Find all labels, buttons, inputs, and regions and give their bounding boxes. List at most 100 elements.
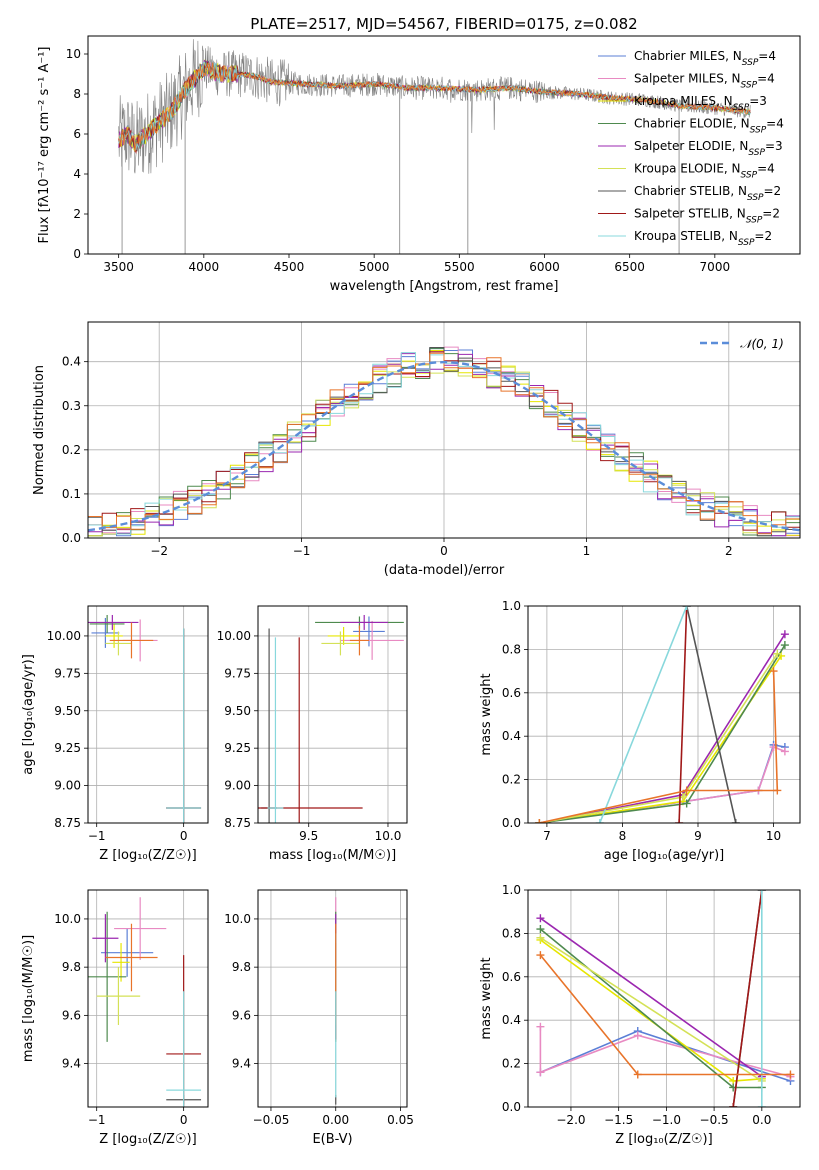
legend-entry: Salpeter STELIB, NSSP=2 [634,207,780,226]
y-tick-label: 10.00 [47,629,81,643]
weight-line-chabrier-miles [540,1030,791,1082]
x-axis-label: mass [log₁₀(M/M☉)] [269,848,396,863]
x-tick-label: −2 [150,544,168,558]
weight-line-kroupa-elodie [539,653,778,823]
axes-mass_vs_EBV: −0.05 0.00 0.05 9.4 9.6 9.8 10.0 E(B-V) [224,889,414,1147]
x-tick-label: 9 [694,829,702,843]
x-axis-label: wavelength [Angstrom, rest frame] [330,279,559,294]
y-tick-label: 10.0 [224,912,251,926]
y-tick-label: 4 [73,167,81,181]
legend-entry: Kroupa MILES, NSSP=3 [634,94,767,113]
hist-salpeter-stelib [88,351,800,531]
weight-marker-kroupa-stelib [595,819,604,823]
y-tick-label: 0.0 [502,816,521,830]
hist-orange [88,352,800,537]
y-tick-label: 0.8 [502,926,521,940]
x-tick-label: 5000 [359,260,390,274]
weight-marker-salpeter-elodie [536,914,545,923]
x-tick-label: −0.05 [253,1113,290,1127]
weight-marker-kroupa-stelib [757,1103,766,1107]
y-tick-label: 8.75 [224,816,251,830]
axes-mass_vs_Z: −1 0 9.4 9.6 9.8 10.0 Z [log₁₀(Z/Z☉)] mass [log… [21,889,209,1147]
legend-entry: Salpeter ELODIE, NSSP=3 [634,139,783,158]
x-tick-label: −0.5 [700,1113,729,1127]
weight-marker-orange [536,951,545,960]
y-tick-label: 8.75 [54,816,81,830]
model-spectrum-orange [118,62,751,152]
y-tick-label: 9.6 [232,1008,251,1022]
axes-spectrum: 3500 4000 4500 5000 5500 6000 6500 7000 0 2 4 6 8 10 w… [37,35,801,294]
x-axis-label: (data-model)/error [384,563,505,578]
y-axis-label: mass [log₁₀(M/M☉)] [21,935,36,1062]
y-tick-label: 1.0 [502,599,521,613]
x-tick-label: 0 [180,1113,188,1127]
y-tick-label: 0.4 [62,355,81,369]
y-tick-label: 9.4 [62,1057,81,1071]
legend-entry: Chabrier STELIB, NSSP=2 [634,184,781,203]
y-tick-label: 9.50 [224,704,251,718]
weight-line-salpeter-miles [539,1026,791,1078]
x-tick-label: −1 [293,544,311,558]
hist-chabrier-elodie [88,348,800,537]
x-tick-label: 0 [440,544,448,558]
x-tick-label: 0 [180,829,188,843]
y-tick-label: 9.6 [62,1008,81,1022]
hist-kroupa-miles [88,350,800,537]
weight-marker-salpeter-stelib [675,819,684,823]
weight-marker-orange [682,786,691,795]
axes-frame [527,605,801,824]
x-axis-label: Z [log₁₀(Z/Z☉)] [99,848,196,863]
hist-kroupa-stelib [88,352,800,537]
y-tick-label: 9.8 [62,960,81,974]
legend-entry: Chabrier ELODIE, NSSP=4 [634,117,784,136]
x-tick-label: 0.0 [752,1113,771,1127]
y-tick-label: 9.25 [224,741,251,755]
y-tick-label: 9.00 [54,779,81,793]
weight-line-salpeter-elodie [539,633,786,823]
axes-frame [257,605,408,824]
x-tick-label: 10 [766,829,781,843]
axes-frame [87,35,801,255]
weight-marker-salpeter-stelib [729,1103,738,1107]
x-tick-label: −1.0 [652,1113,681,1127]
x-tick-label: 4500 [274,260,305,274]
y-tick-label: 9.50 [54,704,81,718]
plot-area-mass_vs_EBV [258,890,407,1107]
x-tick-label: 0.00 [322,1113,349,1127]
weight-marker-kroupa-stelib [682,606,691,610]
weight-marker-salpeter-miles [536,1022,545,1031]
normal-curve [88,360,800,532]
y-axis-label: mass weight [479,673,494,755]
y-tick-label: 0.4 [502,1013,521,1027]
y-tick-label: 9.00 [224,779,251,793]
x-axis-label: age [log₁₀(age/yr)] [604,848,725,863]
axes-age_vs_Z: −1 0 8.75 9.00 9.25 9.50 9.75 10.00 Z [log₁₀(Z/Z… [21,605,209,863]
y-tick-label: 9.8 [232,960,251,974]
axes-weight_vs_age: 7 8 9 10 0.0 0.2 0.4 0.6 0.8 1.0 age [log₁₀(age/yr… [479,599,801,863]
x-tick-label: 2 [725,544,733,558]
weight-line-chabrier-miles [539,743,786,823]
weight-marker-salpeter-elodie [780,630,789,639]
weight-marker-orange [769,667,778,676]
spectrum-legend: Chabrier MILES, NSSP=4 Salpeter MILES, NS… [598,49,784,248]
weight-line-salpeter-stelib [678,606,688,823]
plot-area-age_vs_Z [88,606,208,823]
x-tick-label: 9.5 [299,829,318,843]
weight-marker-salpeter-miles [633,1031,642,1040]
hist-salpeter-elodie [88,353,800,537]
y-tick-label: 0.0 [502,1100,521,1114]
weight-line-kroupa-stelib [599,606,688,823]
x-tick-label: −1 [88,1113,106,1127]
y-axis-label: Normed distribution [32,365,47,495]
plot-area-age_vs_mass [258,606,407,823]
weight-line-salpeter-miles [539,745,786,823]
weight-marker-orange [786,1070,795,1079]
x-axis-label: Z [log₁₀(Z/Z☉)] [99,1132,196,1147]
plot-area-weight_vs_Z [528,890,800,1107]
y-tick-label: 8 [73,87,81,101]
weight-marker-chabrier-stelib [731,819,740,823]
x-axis-label: E(B-V) [312,1132,352,1147]
weight-marker-kroupa-elodie [536,933,545,942]
y-tick-label: 0.2 [502,773,521,787]
